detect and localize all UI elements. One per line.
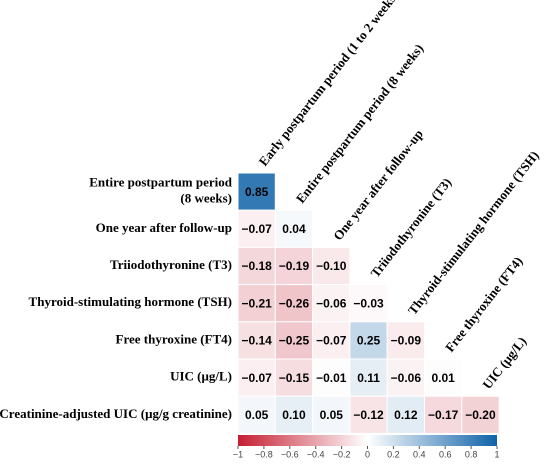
cell bbox=[237, 395, 276, 434]
cell-label: −0.07 bbox=[241, 222, 272, 236]
colorbar-tick-label: 1 bbox=[494, 449, 499, 459]
cell-label: −0.06 bbox=[316, 296, 347, 310]
colorbar bbox=[238, 435, 497, 446]
cell-label: 0.25 bbox=[357, 334, 381, 348]
cell-label: −0.12 bbox=[353, 408, 384, 422]
colorbar-tick-label: −0.4 bbox=[307, 449, 325, 459]
cell-label: 0.11 bbox=[357, 371, 380, 385]
cell-label: −0.07 bbox=[316, 334, 347, 348]
cell bbox=[349, 321, 388, 360]
colorbar-tick-label: 0.8 bbox=[465, 449, 478, 459]
cell bbox=[349, 395, 388, 434]
row-label: (8 weeks) bbox=[180, 191, 232, 206]
cell-label: −0.15 bbox=[279, 371, 310, 385]
cell-label: 0.01 bbox=[431, 371, 455, 385]
cell-label: 0.85 bbox=[245, 185, 269, 199]
row-label: UIC (μg/L) bbox=[170, 369, 232, 384]
row-label: Triiodothyronine (T3) bbox=[110, 257, 232, 272]
cell-label: −0.14 bbox=[241, 334, 272, 348]
cell-label: 0.12 bbox=[394, 408, 418, 422]
cell-label: −0.21 bbox=[241, 296, 272, 310]
cell bbox=[237, 209, 276, 248]
cell bbox=[274, 284, 314, 323]
cell bbox=[312, 246, 351, 286]
cell-label: −0.19 bbox=[279, 259, 310, 273]
cell-label: −0.25 bbox=[279, 334, 310, 348]
cell-label: 0.05 bbox=[245, 408, 269, 422]
column-label: Entire postpartum period (8 weeks) bbox=[293, 41, 426, 206]
colorbar-tick-label: −0.2 bbox=[333, 449, 351, 459]
cell-label: −0.26 bbox=[279, 296, 310, 310]
cell bbox=[274, 321, 314, 360]
cell bbox=[274, 395, 314, 434]
row-label: Entire postpartum period bbox=[89, 175, 233, 190]
cell bbox=[274, 358, 314, 397]
column-label: Thyroid-stimulating hormone (TSH) bbox=[405, 148, 542, 318]
cell bbox=[349, 284, 388, 323]
colorbar-tick-label: −0.6 bbox=[281, 449, 299, 459]
row-label: One year after follow-up bbox=[96, 220, 232, 235]
row-label: Creatinine-adjusted UIC (μg/g creatinine… bbox=[0, 406, 232, 421]
cell-label: −0.01 bbox=[316, 371, 347, 385]
cell bbox=[312, 358, 351, 397]
cell-label: −0.06 bbox=[391, 371, 422, 385]
cell bbox=[237, 172, 276, 211]
cell-label: −0.03 bbox=[353, 296, 384, 310]
cell-label: −0.10 bbox=[316, 259, 347, 273]
cell bbox=[386, 358, 426, 397]
cell bbox=[424, 395, 463, 434]
cell-label: −0.09 bbox=[391, 334, 422, 348]
colorbar-tick-label: 0.4 bbox=[413, 449, 426, 459]
colorbar-tick-label: 0.2 bbox=[387, 449, 400, 459]
cell-label: 0.05 bbox=[320, 408, 344, 422]
cell bbox=[237, 358, 276, 397]
colorbar-tick-label: 0 bbox=[365, 449, 370, 459]
cell-label: −0.07 bbox=[241, 371, 272, 385]
cell bbox=[424, 358, 463, 397]
cell-label: 0.10 bbox=[282, 408, 306, 422]
row-label: Thyroid-stimulating hormone (TSH) bbox=[29, 294, 232, 309]
colorbar-tick-label: 0.6 bbox=[439, 449, 452, 459]
column-label: UIC (μg/L) bbox=[479, 334, 529, 392]
colorbar-tick-label: −0.8 bbox=[255, 449, 273, 459]
row-label: Free thyroxine (FT4) bbox=[116, 331, 233, 346]
cell bbox=[349, 358, 388, 397]
cell-label: −0.20 bbox=[465, 408, 496, 422]
cell-label: −0.18 bbox=[241, 259, 272, 273]
cell bbox=[461, 395, 500, 434]
cell-label: −0.17 bbox=[428, 408, 459, 422]
colorbar-tick-label: −1 bbox=[233, 449, 243, 459]
cell-label: 0.04 bbox=[282, 222, 306, 236]
